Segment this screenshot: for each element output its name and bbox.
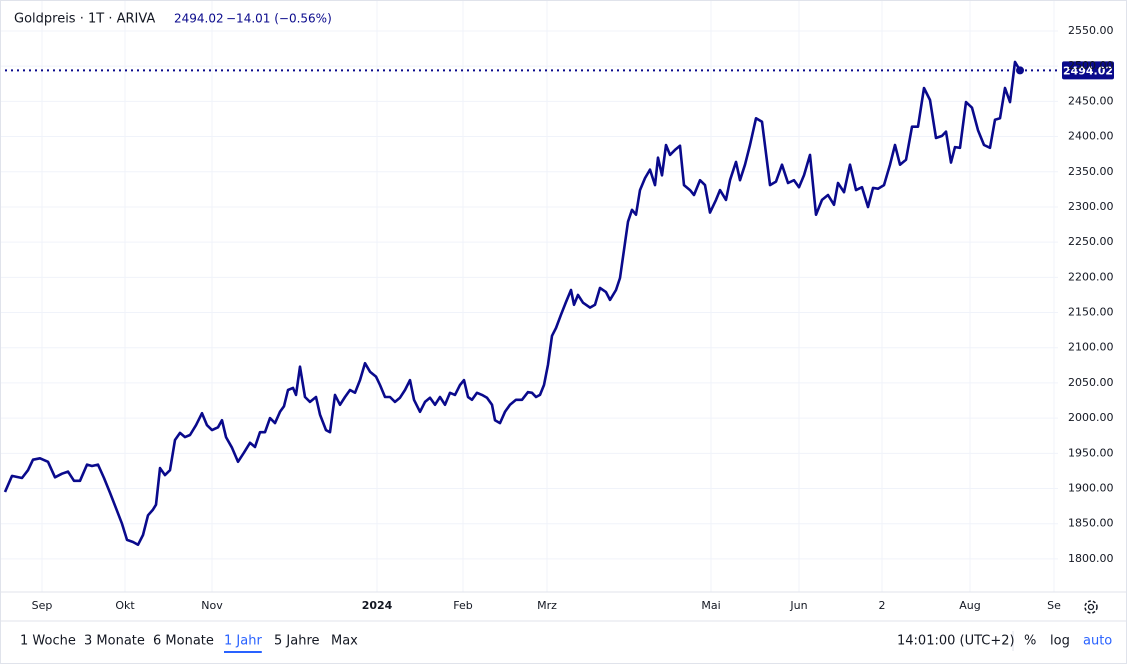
y-tick-label: 2150.00 xyxy=(1068,306,1114,319)
settings-icon[interactable] xyxy=(1084,600,1098,614)
x-tick-label: 2 xyxy=(879,599,886,612)
y-tick-label: 2550.00 xyxy=(1068,24,1114,37)
last-point xyxy=(1016,66,1024,75)
y-tick-label: 1850.00 xyxy=(1068,517,1114,530)
x-tick-label: Jun xyxy=(789,599,807,612)
x-tick-label: Nov xyxy=(201,599,223,612)
y-tick-label: 2300.00 xyxy=(1068,200,1114,213)
chart-title: Goldpreis · 1T · ARIVA xyxy=(14,12,155,27)
range-button[interactable]: Max xyxy=(331,634,358,649)
x-tick-label: Mai xyxy=(701,599,720,612)
y-tick-label: 2500.00 xyxy=(1068,59,1114,72)
y-tick-label: 1950.00 xyxy=(1068,446,1114,459)
range-button[interactable]: 1 Jahr xyxy=(224,634,262,649)
price-line xyxy=(3,60,1022,547)
last-price-box xyxy=(1062,61,1114,80)
x-tick-label: Aug xyxy=(959,599,980,612)
y-tick-label: 2100.00 xyxy=(1068,341,1114,354)
log-button[interactable]: log xyxy=(1050,634,1070,649)
x-tick-label: Mrz xyxy=(537,599,557,612)
range-button[interactable]: 5 Jahre xyxy=(274,634,320,649)
range-button[interactable]: 6 Monate xyxy=(153,634,214,649)
last-price-label: 2494.02 xyxy=(1063,64,1113,77)
y-tick-label: 2250.00 xyxy=(1068,235,1114,248)
x-tick-label: Feb xyxy=(453,599,472,612)
range-buttons: 1 Woche 3 Monate 6 Monate 1 Jahr 5 Jahre Max xyxy=(20,634,358,653)
grid xyxy=(1,1,1058,592)
range-button[interactable]: 1 Woche xyxy=(20,634,76,649)
time-label: 14:01:00 (UTC+2) xyxy=(897,634,1015,649)
range-button[interactable]: 3 Monate xyxy=(84,634,145,649)
auto-button[interactable]: auto xyxy=(1083,634,1112,649)
percent-button[interactable]: % xyxy=(1024,634,1036,649)
header-change: −14.01 (−0.56%) xyxy=(226,12,332,26)
x-tick-label: Sep xyxy=(32,599,53,612)
y-tick-label: 2450.00 xyxy=(1068,94,1114,107)
header-price: 2494.02 xyxy=(174,12,224,26)
x-tick-label: Okt xyxy=(115,599,135,612)
x-tick-label: 2024 xyxy=(362,599,393,612)
y-tick-label: 2350.00 xyxy=(1068,165,1114,178)
y-tick-label: 2200.00 xyxy=(1068,270,1114,283)
y-tick-label: 2000.00 xyxy=(1068,411,1114,424)
y-tick-label: 2400.00 xyxy=(1068,130,1114,143)
y-tick-label: 1800.00 xyxy=(1068,552,1114,565)
y-tick-label: 1900.00 xyxy=(1068,482,1114,495)
plot: 2494.02 xyxy=(3,60,1114,547)
y-tick-label: 2050.00 xyxy=(1068,376,1114,389)
x-tick-label: Se xyxy=(1047,599,1061,612)
